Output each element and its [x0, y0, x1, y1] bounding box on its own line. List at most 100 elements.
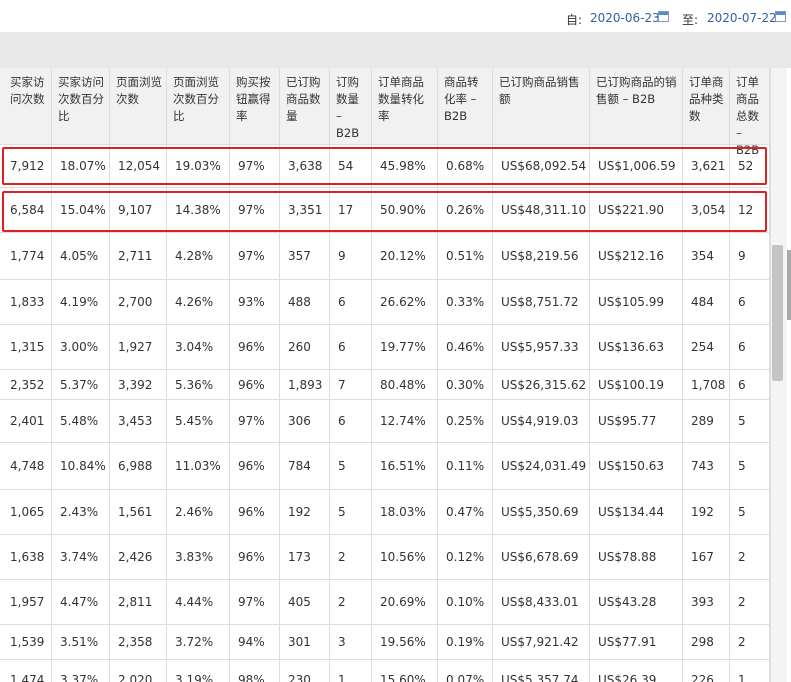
table-cell: 0.07%: [438, 660, 493, 682]
table-cell: 298: [683, 625, 730, 660]
table-cell: 19.77%: [372, 325, 438, 370]
table-cell: 26.62%: [372, 280, 438, 325]
table-cell: 94%: [230, 625, 280, 660]
table-cell: 5.45%: [167, 400, 230, 443]
table-cell: US$150.63: [590, 443, 683, 490]
table-cell: 14.38%: [167, 188, 230, 233]
column-header: 已订购商品的销售额 – B2B: [590, 68, 683, 145]
table-cell: 0.12%: [438, 535, 493, 580]
table-cell: 2: [730, 625, 770, 660]
column-header: 页面浏览次数: [110, 68, 167, 145]
table-cell: 2: [730, 535, 770, 580]
table-cell: 7,912: [0, 145, 52, 188]
table-cell: 3,453: [110, 400, 167, 443]
table-cell: 15.60%: [372, 660, 438, 682]
column-header: 购买按钮赢得率: [230, 68, 280, 145]
table-cell: 3,392: [110, 370, 167, 400]
table-cell: 7: [330, 370, 372, 400]
table-cell: US$100.19: [590, 370, 683, 400]
table-cell: 5.37%: [52, 370, 110, 400]
table-cell: 3.00%: [52, 325, 110, 370]
table-cell: US$43.28: [590, 580, 683, 625]
data-table: 买家访问次数 买家访问次数百分比 页面浏览次数 页面浏览次数百分比 购买按钮赢得率 已订购…: [0, 68, 770, 682]
table-cell: 192: [683, 490, 730, 535]
table-cell: 96%: [230, 325, 280, 370]
table-cell: 289: [683, 400, 730, 443]
table-cell: 6: [730, 370, 770, 400]
table-cell: 2,358: [110, 625, 167, 660]
table-cell: US$5,350.69: [493, 490, 590, 535]
table-cell: 16.51%: [372, 443, 438, 490]
table-cell: 1,561: [110, 490, 167, 535]
highlight-box: [2, 191, 767, 232]
table-cell: 80.48%: [372, 370, 438, 400]
table-cell: 6,988: [110, 443, 167, 490]
calendar-icon[interactable]: [775, 11, 786, 22]
table-cell: 1,833: [0, 280, 52, 325]
column-header: 已订购商品数量: [280, 68, 330, 145]
table-cell: 2,811: [110, 580, 167, 625]
from-label: 自:: [566, 13, 583, 27]
table-cell: US$6,678.69: [493, 535, 590, 580]
table-cell: 2.46%: [167, 490, 230, 535]
table-cell: 743: [683, 443, 730, 490]
table-cell: 6: [330, 280, 372, 325]
column-header: 买家访问次数百分比: [52, 68, 110, 145]
table-cell: 0.68%: [438, 145, 493, 188]
table-cell: 173: [280, 535, 330, 580]
table-cell: 3,638: [280, 145, 330, 188]
calendar-icon[interactable]: [658, 11, 669, 22]
table-cell: 4.28%: [167, 233, 230, 280]
table-cell: US$8,751.72: [493, 280, 590, 325]
table-cell: 0.47%: [438, 490, 493, 535]
table-cell: US$77.91: [590, 625, 683, 660]
table-cell: 5: [730, 443, 770, 490]
scrollbar-thumb[interactable]: [772, 245, 783, 381]
table-cell: 96%: [230, 490, 280, 535]
column-header: 页面浏览次数百分比: [167, 68, 230, 145]
date-range: 自: 2020-06-23 至: 2020-07-22: [0, 0, 791, 32]
table-cell: US$8,219.56: [493, 233, 590, 280]
table-cell: 0.11%: [438, 443, 493, 490]
table-cell: US$221.90: [590, 188, 683, 233]
column-header: 已订购商品销售额: [493, 68, 590, 145]
table-cell: 2,711: [110, 233, 167, 280]
table-cell: 4.05%: [52, 233, 110, 280]
table-cell: 6: [330, 325, 372, 370]
table-cell: 2: [330, 580, 372, 625]
table-cell: 5: [330, 490, 372, 535]
table-cell: US$26.39: [590, 660, 683, 682]
to-label: 至:: [682, 13, 699, 27]
table-cell: 2.43%: [52, 490, 110, 535]
table-cell: 17: [330, 188, 372, 233]
table-cell: 1,893: [280, 370, 330, 400]
from-date[interactable]: 2020-06-23: [590, 11, 660, 25]
table-cell: 6: [330, 400, 372, 443]
table-cell: 45.98%: [372, 145, 438, 188]
table-cell: 52: [730, 145, 770, 188]
to-date[interactable]: 2020-07-22: [707, 11, 777, 25]
table-cell: US$5,357.74: [493, 660, 590, 682]
table-cell: 3.72%: [167, 625, 230, 660]
table-cell: 3: [330, 625, 372, 660]
table-cell: 20.12%: [372, 233, 438, 280]
table-cell: 405: [280, 580, 330, 625]
table-cell: US$78.88: [590, 535, 683, 580]
table-cell: 12,054: [110, 145, 167, 188]
table-cell: 9,107: [110, 188, 167, 233]
side-tab[interactable]: [787, 250, 791, 320]
table-cell: 4,748: [0, 443, 52, 490]
table-cell: 1,927: [110, 325, 167, 370]
table-cell: 354: [683, 233, 730, 280]
table-cell: 4.19%: [52, 280, 110, 325]
table-cell: 9: [730, 233, 770, 280]
table-cell: 12.74%: [372, 400, 438, 443]
table-cell: 19.03%: [167, 145, 230, 188]
table-cell: 0.25%: [438, 400, 493, 443]
table-cell: 5: [730, 490, 770, 535]
table-cell: 4.47%: [52, 580, 110, 625]
column-header: 商品转化率 – B2B: [438, 68, 493, 145]
table-cell: 19.56%: [372, 625, 438, 660]
table-cell: 10.84%: [52, 443, 110, 490]
table-cell: 357: [280, 233, 330, 280]
